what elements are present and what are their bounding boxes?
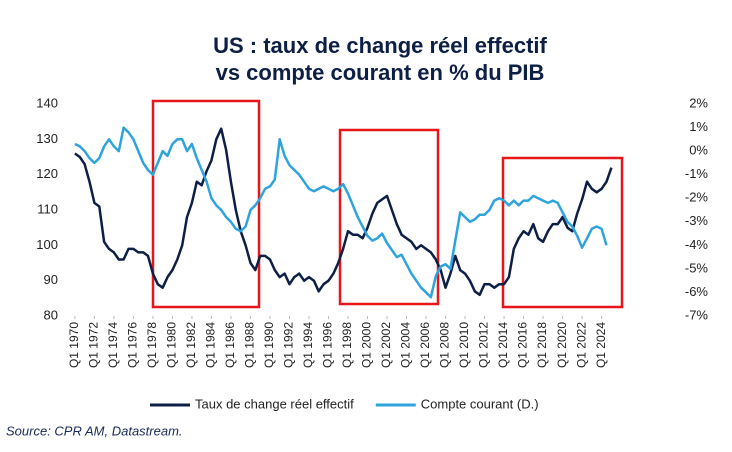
x-tick-label: Q1 1998 [340,322,354,368]
x-tick-label: Q1 1996 [321,322,335,368]
x-tick-label: Q1 1984 [204,322,218,368]
x-tick-label: Q1 1986 [223,322,237,368]
highlight-box [338,128,440,306]
y-tick-label: 140 [36,95,58,110]
y-tick-label: 100 [36,237,58,252]
x-tick-label: Q1 1988 [243,322,257,368]
y-tick-label: 90 [44,272,58,287]
source-note: Source: CPR AM, Datastream. [6,423,183,438]
x-tick-label: Q1 2014 [496,322,510,368]
y2-tick-label: 2% [689,95,708,110]
chart-title: US : taux de change réel effectif [213,33,547,58]
x-tick-label: Q1 1992 [282,322,296,368]
series-line [74,127,613,297]
y2-tick-label: -3% [685,213,709,228]
y-tick-label: 80 [44,307,58,322]
y2-tick-label: -7% [685,307,709,322]
y2-tick-label: -2% [685,190,709,205]
y-tick-label: 120 [36,166,58,181]
legend-label: Compte courant (D.) [421,396,539,411]
x-tick-label: Q1 1970 [67,322,81,368]
x-tick-label: Q1 1990 [262,322,276,368]
x-tick-label: Q1 2002 [379,322,393,368]
x-tick-label: Q1 1994 [301,322,315,368]
x-tick-label: Q1 2010 [457,322,471,368]
x-tick-label: Q1 1982 [184,322,198,368]
highlight-boxes [151,99,624,309]
series-line [74,126,608,299]
x-tick-label: Q1 1980 [165,322,179,368]
x-tick-label: Q1 2008 [438,322,452,368]
y2-tick-label: -6% [685,284,709,299]
x-tick-label: Q1 2012 [477,322,491,368]
x-tick-label: Q1 1972 [87,322,101,368]
x-tick-label: Q1 1978 [145,322,159,368]
y2-tick-label: 1% [689,119,708,134]
x-tick-label: Q1 2016 [516,322,530,368]
x-tick-label: Q1 2004 [399,322,413,368]
y2-tick-label: -1% [685,166,709,181]
x-tick-label: Q1 2006 [418,322,432,368]
highlight-box [501,156,624,309]
y-tick-label: 110 [37,201,58,216]
y2-tick-label: 0% [689,143,708,158]
highlight-box [151,99,261,309]
y2-tick-label: -5% [685,260,709,275]
x-tick-label: Q1 2020 [555,322,569,368]
chart-title: vs compte courant en % du PIB [216,60,545,85]
x-tick-label: Q1 2018 [535,322,549,368]
x-tick-label: Q1 1974 [106,322,120,368]
x-tick-label: Q1 2000 [360,322,374,368]
y-tick-label: 130 [36,131,58,146]
x-tick-label: Q1 1976 [126,322,140,368]
x-tick-label: Q1 2022 [574,322,588,368]
y2-tick-label: -4% [685,237,709,252]
legend-label: Taux de change réel effectif [195,396,354,411]
x-tick-label: Q1 2024 [594,322,608,368]
